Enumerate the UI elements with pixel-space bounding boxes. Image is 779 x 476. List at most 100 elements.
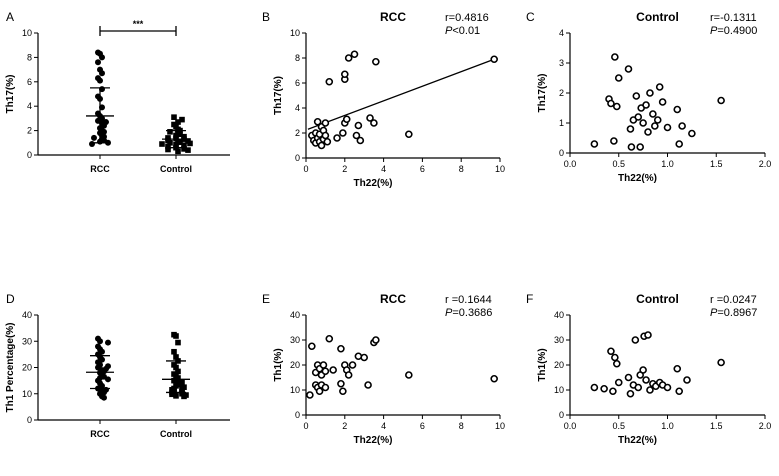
data-point [308, 342, 316, 351]
data-point [631, 336, 640, 344]
x-axis-label: Th22(%) [618, 173, 657, 184]
stat-r: r =0.1644 [445, 294, 492, 306]
data-point [655, 83, 664, 91]
data-point [89, 141, 95, 148]
x-tick-label: 0 [303, 421, 308, 431]
data-point [171, 348, 177, 355]
x-tick-label: 2 [342, 164, 347, 174]
y-axis-label: Th17(%) [537, 74, 548, 113]
data-point [673, 105, 682, 114]
data-point [185, 147, 191, 153]
data-point [675, 387, 684, 396]
data-point [337, 344, 345, 353]
panel-a: A 0 2 4 6 8 10 Th17(%) RCC Control *** [5, 10, 230, 174]
data-point [173, 393, 179, 399]
data-point [626, 389, 635, 398]
data-point [649, 110, 657, 118]
data-point [642, 101, 650, 109]
y-tick-label: 1 [559, 118, 564, 128]
y-tick-label: 6 [27, 77, 32, 87]
data-point [105, 339, 111, 346]
data-point [626, 125, 635, 133]
x-tick-label: 0.0 [564, 159, 577, 169]
y-tick-label: 2 [295, 128, 300, 138]
y-tick-label: 10 [290, 385, 300, 395]
x-tick-label: 10 [495, 164, 505, 174]
y-tick-label: 10 [290, 28, 300, 38]
stat-p-value: <0.01 [452, 25, 480, 37]
data-point [342, 115, 351, 124]
x-tick-label: 2.0 [759, 159, 772, 169]
data-point [372, 57, 380, 66]
data-point [642, 376, 650, 384]
data-point [717, 96, 725, 105]
data-point [683, 376, 691, 384]
x-axis-label: Th22(%) [618, 435, 657, 446]
data-point [187, 140, 193, 147]
data-point [634, 113, 643, 121]
data-point [315, 387, 324, 396]
data-point [313, 117, 322, 126]
x-tick-label: 1.5 [710, 159, 723, 169]
stat-p: P=0.4900 [710, 25, 757, 37]
y-tick-label: 0 [295, 410, 300, 420]
x-tick-label: 10 [495, 421, 505, 431]
data-point [352, 131, 361, 140]
data-point [99, 70, 105, 77]
data-point [179, 116, 185, 123]
x-tick-label: 0.5 [612, 159, 625, 169]
y-tick-label: 4 [295, 103, 300, 113]
data-point [175, 119, 181, 125]
data-point [624, 65, 633, 73]
data-point [323, 137, 332, 146]
data-point [646, 89, 654, 97]
panel-letter: E [262, 292, 270, 306]
panel-letter: B [262, 10, 270, 24]
data-point [91, 134, 97, 141]
y-tick-label: 3 [559, 58, 564, 68]
data-point [356, 136, 365, 145]
data-point [329, 366, 337, 374]
stat-p-symbol: P [445, 307, 453, 319]
data-point [639, 119, 647, 127]
panel-letter: F [526, 292, 533, 306]
panel-letter: D [6, 292, 15, 306]
data-point [688, 129, 696, 138]
stat-p-value: =0.8967 [717, 307, 757, 319]
y-tick-label: 10 [22, 389, 32, 399]
y-tick-label: 0 [295, 153, 300, 163]
y-tick-label: 40 [290, 310, 300, 320]
panel-c: C 0 1 2 3 4 Th17(%) 0.0 0.5 1.0 1.5 2.0 Th22(%) Contr… [526, 10, 771, 184]
y-axis-label: Th17(%) [5, 75, 16, 114]
data-point [175, 148, 181, 155]
data-point [317, 141, 326, 150]
data-point [673, 364, 682, 373]
data-point [590, 140, 599, 148]
y-tick-label: 30 [290, 335, 300, 345]
stat-p: P=0.3686 [445, 307, 492, 319]
y-tick-label: 2 [27, 126, 32, 136]
data-point [321, 367, 330, 376]
data-point [717, 358, 725, 367]
y-tick-label: 2 [559, 88, 564, 98]
data-point [600, 384, 608, 393]
data-point [658, 98, 667, 106]
chart-title: RCC [380, 10, 406, 24]
data-point [171, 114, 177, 120]
data-point [609, 387, 617, 396]
stat-r: r =0.0247 [710, 294, 757, 306]
stat-r: r=0.4816 [445, 12, 489, 24]
data-point [325, 334, 334, 343]
stat-p: P=0.8967 [710, 307, 757, 319]
data-point [95, 59, 101, 66]
x-tick-label: 6 [420, 164, 425, 174]
y-axis-label: Th1(%) [537, 348, 548, 381]
y-tick-label: 8 [27, 52, 32, 62]
data-point [612, 359, 621, 368]
data-point [632, 92, 641, 100]
y-axis-label: Th17(%) [273, 76, 284, 115]
data-point [372, 336, 380, 344]
data-point [360, 353, 369, 362]
data-point [175, 375, 181, 381]
data-point [366, 114, 374, 122]
